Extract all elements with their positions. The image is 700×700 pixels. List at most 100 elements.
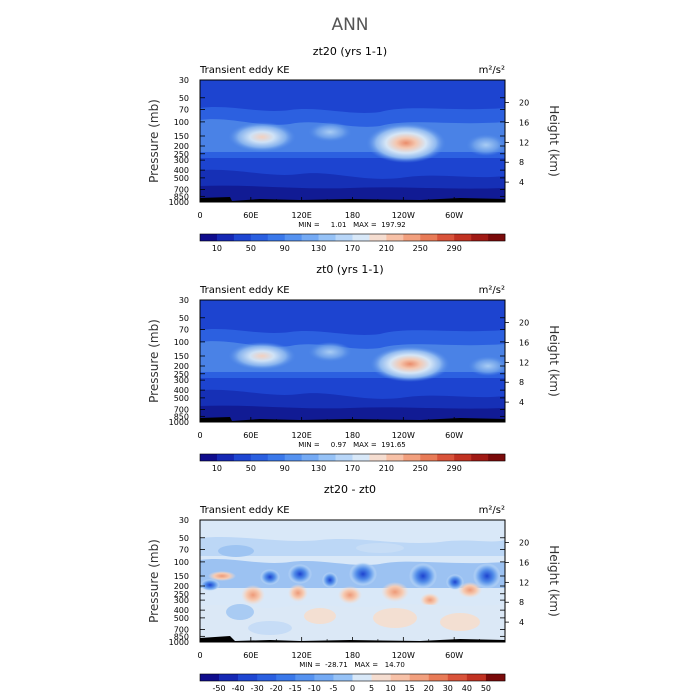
colorbar-tick-label: 210 xyxy=(379,244,394,253)
y-tick-label: 200 xyxy=(174,362,189,371)
colorbar-frame xyxy=(199,453,506,462)
colorbar-swatch xyxy=(216,234,235,241)
y-right-tick-label: 20 xyxy=(519,319,529,328)
panel-units-text: m²/s² xyxy=(479,65,505,76)
x-tick-label: 60E xyxy=(243,651,258,660)
x-tick-label: 60E xyxy=(243,211,258,220)
panel-units: m²/s² xyxy=(479,285,505,296)
colorbar-swatch xyxy=(318,454,336,461)
x-tick-label: 0 xyxy=(197,211,202,220)
x-tick-label: 60W xyxy=(445,651,463,660)
colorbar-swatch xyxy=(335,234,353,241)
y-tick-label: 200 xyxy=(174,142,189,151)
colorbar-tick-label: -10 xyxy=(308,684,321,693)
colorbar-swatch xyxy=(437,454,455,461)
y-tick-label: 300 xyxy=(174,596,189,605)
y-tick-label: 300 xyxy=(174,156,189,165)
colorbar-tick-label: 50 xyxy=(246,464,256,473)
colorbar-tick-label: 170 xyxy=(345,464,360,473)
y-axis-right-label: Height (km) xyxy=(547,325,561,396)
colorbar-swatch xyxy=(454,454,472,461)
y-tick-label: 1000 xyxy=(169,418,189,427)
y-tick-label: 850 xyxy=(174,632,189,641)
colorbar-swatch xyxy=(200,234,218,241)
y-axis-label: Pressure (mb) xyxy=(147,539,161,623)
colorbar-tick-label: -15 xyxy=(289,684,302,693)
x-tick-label: 0 xyxy=(197,651,202,660)
colorbar-tick-label: 10 xyxy=(386,684,396,693)
colorbar-swatch xyxy=(403,234,421,241)
x-tick-label: 0 xyxy=(197,431,202,440)
y-tick-label: 850 xyxy=(174,412,189,421)
colorbar-swatch xyxy=(250,454,269,461)
y-axis-right: 20 16 12 8 4 xyxy=(505,539,529,627)
colorbar-swatch xyxy=(454,234,472,241)
colorbar-swatch xyxy=(403,454,421,461)
colorbar-swatch xyxy=(200,674,220,681)
colorbar-swatch xyxy=(333,674,353,681)
y-right-tick-label: 16 xyxy=(519,118,529,127)
panel-units: m²/s² xyxy=(479,505,505,516)
panel-units: m²/s² xyxy=(479,65,505,76)
colorbar-tick-label: 0 xyxy=(350,684,355,693)
page-title: ANN xyxy=(331,15,368,35)
x-tick-label: 120W xyxy=(392,651,415,660)
colorbar-swatch xyxy=(250,234,269,241)
colorbar-tick-label: -20 xyxy=(270,684,283,693)
x-tick-label: 60W xyxy=(445,431,463,440)
colorbar-swatch xyxy=(295,674,315,681)
colorbar-tick-label: 170 xyxy=(345,244,360,253)
colorbar-swatch xyxy=(466,674,487,681)
x-tick-label: 120E xyxy=(292,431,312,440)
y-tick-label: 70 xyxy=(179,105,189,114)
y-axis-right-label: Height (km) xyxy=(547,545,561,616)
x-tick-label: 180 xyxy=(345,211,360,220)
colorbar-swatch xyxy=(420,454,438,461)
colorbar-tick-label: 5 xyxy=(369,684,374,693)
y-tick-label: 300 xyxy=(174,376,189,385)
colorbar-tick-label: -40 xyxy=(232,684,245,693)
colorbar-swatch xyxy=(219,674,239,681)
panel-2: zt20 - zt0 Transient eddy KE m²/s² xyxy=(147,483,561,693)
y-axis-right: 20 16 12 8 4 xyxy=(505,319,529,407)
x-tick-label: 120W xyxy=(392,211,415,220)
panel-0: zt20 (yrs 1-1) Transient eddy KE m²/s² 3… xyxy=(147,45,561,253)
colorbar-swatch xyxy=(314,674,334,681)
y-right-tick-label: 16 xyxy=(519,558,529,567)
panel-1: zt0 (yrs 1-1) Transient eddy KE m²/s² 30… xyxy=(147,263,561,473)
colorbar-tick-label: 20 xyxy=(424,684,434,693)
colorbar-tick-label: 40 xyxy=(462,684,472,693)
y-tick-label: 700 xyxy=(174,626,189,635)
colorbar: -50 -40 -30 -20 -15 -10 -5 0 5 10 15 20 30 40 50 xyxy=(199,673,506,693)
colorbar-tick-label: 10 xyxy=(212,464,222,473)
x-tick-label: 60W xyxy=(445,211,463,220)
y-right-tick-label: 12 xyxy=(519,138,529,147)
colorbar-swatch xyxy=(238,674,258,681)
colorbar-swatch xyxy=(276,674,296,681)
colorbar-frame xyxy=(199,673,506,682)
stats-label: MIN = -28.71 MAX = 14.70 xyxy=(299,661,405,669)
y-right-tick-label: 20 xyxy=(519,99,529,108)
x-axis: 0 60E 120E 180 120W 60W xyxy=(197,637,480,660)
panel-left-label: Transient eddy KE xyxy=(199,505,290,516)
heatmap-field xyxy=(200,520,505,642)
y-tick-label: 100 xyxy=(174,118,189,127)
panel-units-text: m²/s² xyxy=(479,285,505,296)
colorbar: 10 50 90 130 170 210 250 290 xyxy=(199,453,506,473)
y-tick-label: 70 xyxy=(179,545,189,554)
colorbar-tick-label: 130 xyxy=(311,464,326,473)
colorbar-swatch xyxy=(428,674,449,681)
panel-title: zt20 (yrs 1-1) xyxy=(313,45,387,58)
x-tick-label: 60E xyxy=(243,431,258,440)
colorbar-swatch xyxy=(318,234,336,241)
colorbar-tick-label: 15 xyxy=(405,684,415,693)
y-tick-label: 400 xyxy=(174,606,189,615)
colorbar-tick-label: 290 xyxy=(447,244,462,253)
colorbar-swatch xyxy=(369,454,387,461)
x-tick-label: 120E xyxy=(292,651,312,660)
colorbar-swatch xyxy=(267,234,286,241)
y-tick-label: 50 xyxy=(179,534,189,543)
y-tick-label: 150 xyxy=(174,352,189,361)
colorbar-swatch xyxy=(284,234,302,241)
y-tick-label: 700 xyxy=(174,406,189,415)
